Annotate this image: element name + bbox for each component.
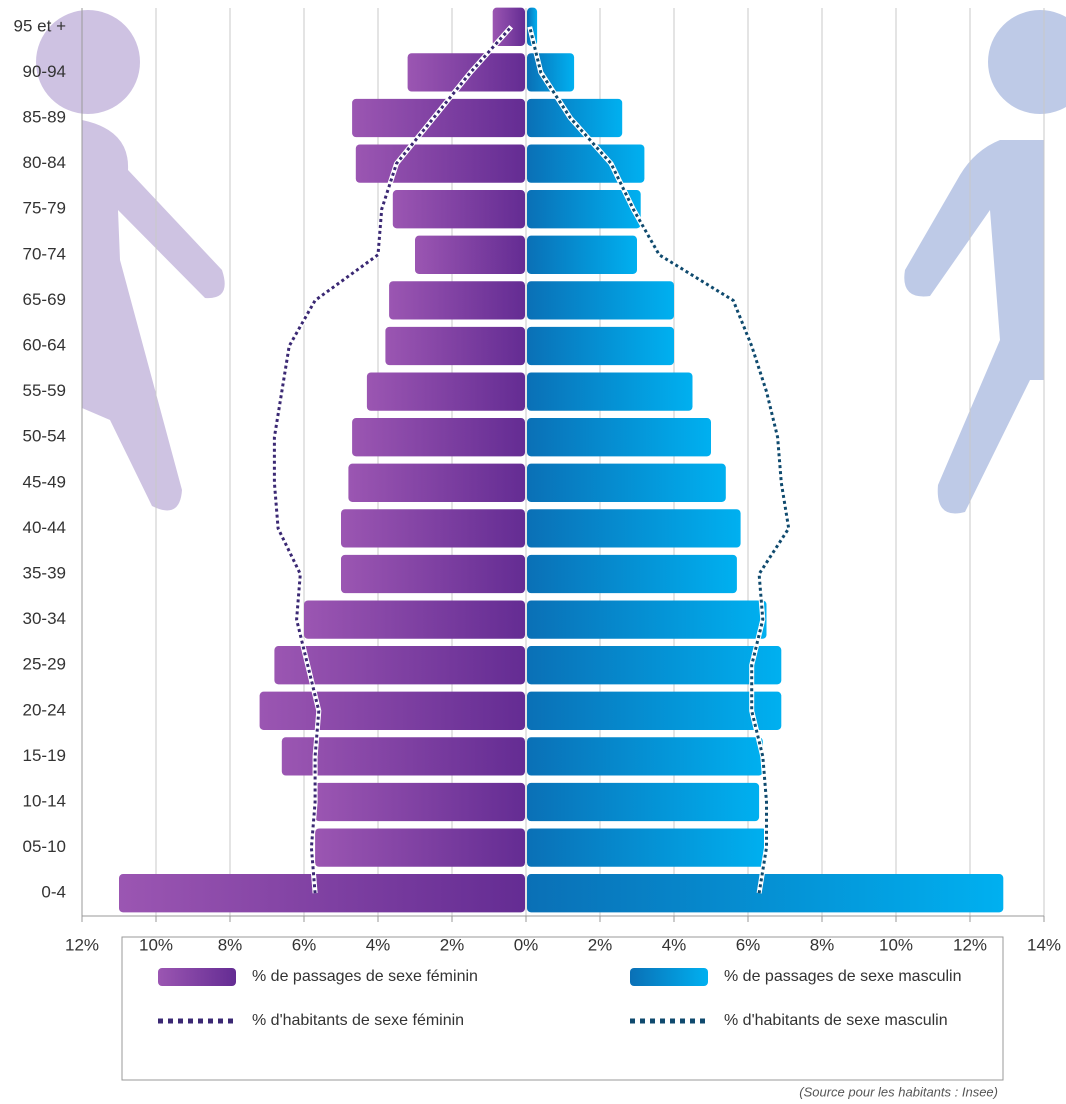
bar bbox=[260, 692, 525, 730]
bar bbox=[527, 99, 622, 137]
bar bbox=[341, 509, 525, 547]
y-tick-label: 85-89 bbox=[23, 107, 66, 126]
legend-box bbox=[122, 937, 1003, 1080]
y-tick-label: 30-34 bbox=[23, 609, 66, 628]
bar bbox=[527, 828, 767, 866]
legend-swatch bbox=[158, 968, 236, 986]
source-note: (Source pour les habitants : Insee) bbox=[799, 1084, 998, 1099]
x-tick-label: 6% bbox=[736, 935, 761, 954]
bar bbox=[356, 144, 525, 182]
bar bbox=[408, 53, 525, 91]
bar bbox=[527, 600, 767, 638]
bar bbox=[415, 236, 525, 274]
y-tick-label: 70-74 bbox=[23, 244, 66, 263]
legend-swatch bbox=[630, 968, 708, 986]
legend-label: % d'habitants de sexe masculin bbox=[724, 1012, 948, 1029]
y-tick-label: 35-39 bbox=[23, 563, 66, 582]
y-tick-label: 10-14 bbox=[23, 791, 66, 810]
x-tick-label: 4% bbox=[662, 935, 687, 954]
x-tick-label: 12% bbox=[953, 935, 987, 954]
bar bbox=[393, 190, 525, 228]
x-tick-label: 8% bbox=[810, 935, 835, 954]
bar bbox=[315, 783, 525, 821]
bar bbox=[367, 372, 525, 410]
x-tick-label: 12% bbox=[65, 935, 99, 954]
legend-label: % de passages de sexe féminin bbox=[252, 968, 478, 985]
bar bbox=[527, 418, 711, 456]
bar bbox=[527, 555, 737, 593]
y-tick-label: 20-24 bbox=[23, 700, 66, 719]
bar bbox=[527, 327, 674, 365]
bar bbox=[341, 555, 525, 593]
bar bbox=[352, 418, 525, 456]
bar bbox=[385, 327, 525, 365]
y-tick-label: 0-4 bbox=[41, 883, 66, 902]
y-tick-label: 90-94 bbox=[23, 62, 66, 81]
y-tick-label: 75-79 bbox=[23, 199, 66, 218]
x-tick-label: 0% bbox=[514, 935, 539, 954]
y-tick-label: 80-84 bbox=[23, 153, 66, 172]
y-tick-label: 50-54 bbox=[23, 427, 66, 446]
bar bbox=[304, 600, 525, 638]
x-tick-label: 2% bbox=[588, 935, 613, 954]
bar bbox=[527, 281, 674, 319]
x-tick-label: 14% bbox=[1027, 935, 1061, 954]
y-tick-label: 40-44 bbox=[23, 518, 66, 537]
bar bbox=[527, 464, 726, 502]
bar bbox=[389, 281, 525, 319]
bar bbox=[315, 828, 525, 866]
y-tick-label: 95 et + bbox=[14, 16, 67, 35]
bar bbox=[352, 99, 525, 137]
bar bbox=[527, 236, 637, 274]
y-tick-label: 45-49 bbox=[23, 472, 66, 491]
y-tick-label: 65-69 bbox=[23, 290, 66, 309]
bar bbox=[527, 874, 1003, 912]
legend: % de passages de sexe féminin % de passag… bbox=[158, 968, 961, 1029]
bar bbox=[527, 692, 781, 730]
x-tick-label: 4% bbox=[366, 935, 391, 954]
x-tick-label: 10% bbox=[139, 935, 173, 954]
x-tick-label: 6% bbox=[292, 935, 317, 954]
x-tick-label: 2% bbox=[440, 935, 465, 954]
chart: 12% 10% 8% 6% 4% 2% 0% 2% 4% 6% 8% 10% 12% 14% 0-4 05-1… bbox=[0, 0, 1066, 1104]
x-tick-label: 10% bbox=[879, 935, 913, 954]
legend-label: % de passages de sexe masculin bbox=[724, 968, 961, 985]
bar bbox=[527, 190, 641, 228]
bar bbox=[527, 372, 693, 410]
y-tick-label: 15-19 bbox=[23, 746, 66, 765]
bar bbox=[527, 509, 741, 547]
bar bbox=[348, 464, 525, 502]
y-tick-label: 55-59 bbox=[23, 381, 66, 400]
y-tick-label: 60-64 bbox=[23, 335, 66, 354]
y-tick-label: 25-29 bbox=[23, 655, 66, 674]
bar bbox=[527, 737, 763, 775]
bar bbox=[527, 646, 781, 684]
y-tick-label: 05-10 bbox=[23, 837, 66, 856]
bar bbox=[527, 783, 759, 821]
bar bbox=[527, 144, 644, 182]
x-tick-label: 8% bbox=[218, 935, 243, 954]
bar bbox=[119, 874, 525, 912]
legend-label: % d'habitants de sexe féminin bbox=[252, 1012, 464, 1029]
